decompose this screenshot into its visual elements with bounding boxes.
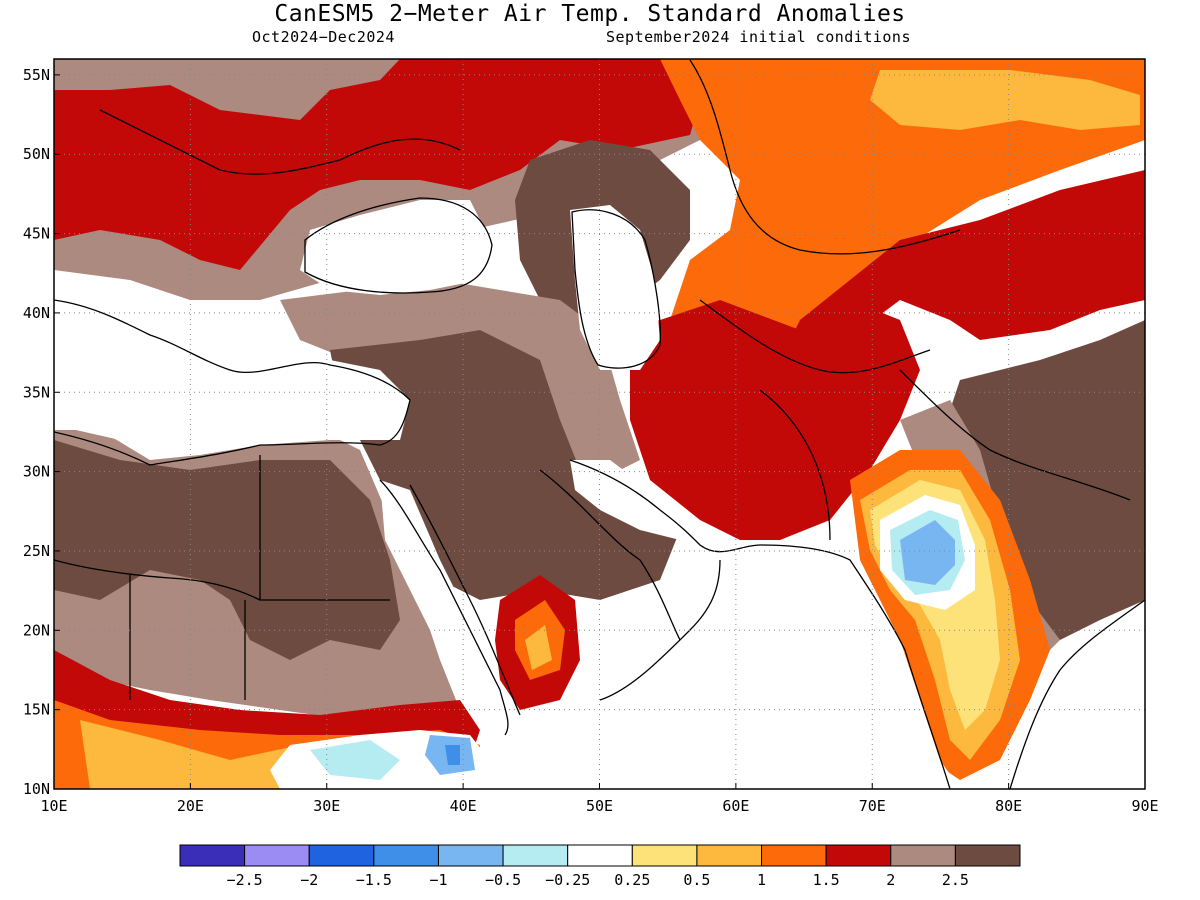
colorbar-swatch — [437, 844, 504, 867]
lat-tick-label: 30N — [23, 463, 50, 481]
lat-tick-label: 55N — [23, 66, 50, 84]
anomaly-region-europe-red — [54, 59, 700, 270]
colorbar-swatch — [373, 844, 439, 867]
colorbar-swatch — [954, 844, 1021, 867]
lat-tick-label: 10N — [23, 780, 50, 798]
anomaly-region-iran-red — [630, 300, 920, 540]
lat-tick-label: 40N — [23, 304, 50, 322]
lon-tick-label: 60E — [722, 797, 749, 815]
anomaly-region-ethiopia-blue — [445, 745, 460, 765]
forecast-period: Oct2024−Dec2024 — [252, 28, 395, 46]
lon-tick-label: 40E — [450, 797, 477, 815]
axis-ticks: 10E 20E 30E 40E 50E 60E 70E 80E 90E 55N 50N 45N 40N 3… — [23, 66, 1159, 815]
mask-caspian — [570, 205, 660, 370]
mask-black-sea — [300, 200, 490, 295]
colorbar-swatch — [567, 844, 633, 867]
colorbar-swatch — [761, 844, 827, 867]
colorbar-label: −2 — [300, 871, 318, 889]
initial-conditions: September2024 initial conditions — [606, 28, 911, 46]
lat-tick-label: 15N — [23, 701, 50, 719]
anomaly-region-central-asia-orange — [660, 59, 1145, 410]
lon-tick-label: 10E — [40, 797, 67, 815]
lon-tick-label: 20E — [177, 797, 204, 815]
colorbar-label: 0.5 — [683, 871, 710, 889]
colorbar: −2.5 −2 −1.5 −1 −0.5 −0.25 0.25 0.5 1 1.5 2 2.5 — [179, 844, 1021, 889]
mask-mediterranean — [54, 300, 410, 460]
colorbar-swatch — [244, 844, 310, 867]
colorbar-label: −1.5 — [356, 871, 392, 889]
lat-tick-label: 35N — [23, 383, 50, 401]
colorbar-label: −1 — [429, 871, 447, 889]
colorbar-label: 1 — [757, 871, 766, 889]
colorbar-swatch — [890, 844, 956, 867]
gridlines — [54, 59, 1145, 789]
anomaly-region-ethiopia-pale-cyan — [310, 740, 400, 780]
lon-tick-label: 90E — [1131, 797, 1158, 815]
lat-tick-label: 45N — [23, 225, 50, 243]
lat-tick-label: 25N — [23, 542, 50, 560]
mask-bay-of-bengal — [1010, 600, 1145, 789]
mask-arabian-sea — [600, 545, 960, 789]
colorbar-swatch — [308, 844, 375, 867]
colorbar-label: 0.25 — [614, 871, 650, 889]
lon-tick-label: 70E — [859, 797, 886, 815]
mask-red-sea — [380, 480, 510, 730]
anomaly-region-yemen-yellow — [525, 625, 552, 670]
map-area — [54, 59, 1145, 789]
colorbar-swatch — [502, 844, 569, 867]
colorbar-label: 2 — [886, 871, 895, 889]
chart-title: CanESM5 2−Meter Air Temp. Standard Anoma… — [274, 1, 906, 27]
colorbar-label: −2.5 — [227, 871, 263, 889]
anomaly-region-sahara-dark-brown — [54, 440, 400, 660]
colorbar-swatch — [179, 844, 246, 867]
colorbar-swatch — [825, 844, 892, 867]
lat-tick-label: 20N — [23, 621, 50, 639]
anomaly-region-tien-shan-red — [770, 170, 1145, 380]
lon-tick-label: 50E — [586, 797, 613, 815]
colorbar-swatch — [631, 844, 698, 867]
lon-tick-label: 30E — [313, 797, 340, 815]
colorbar-label: −0.25 — [545, 871, 590, 889]
lon-tick-label: 80E — [995, 797, 1022, 815]
colorbar-label: −0.5 — [485, 871, 521, 889]
lat-tick-label: 50N — [23, 145, 50, 163]
anomaly-region-gujarat-light-blue — [900, 520, 955, 585]
colorbar-swatch — [696, 844, 763, 867]
colorbar-label: 1.5 — [813, 871, 840, 889]
anomaly-region-siberia-light-orange — [870, 70, 1140, 130]
colorbar-label: 2.5 — [942, 871, 969, 889]
coastlines — [54, 59, 1145, 789]
